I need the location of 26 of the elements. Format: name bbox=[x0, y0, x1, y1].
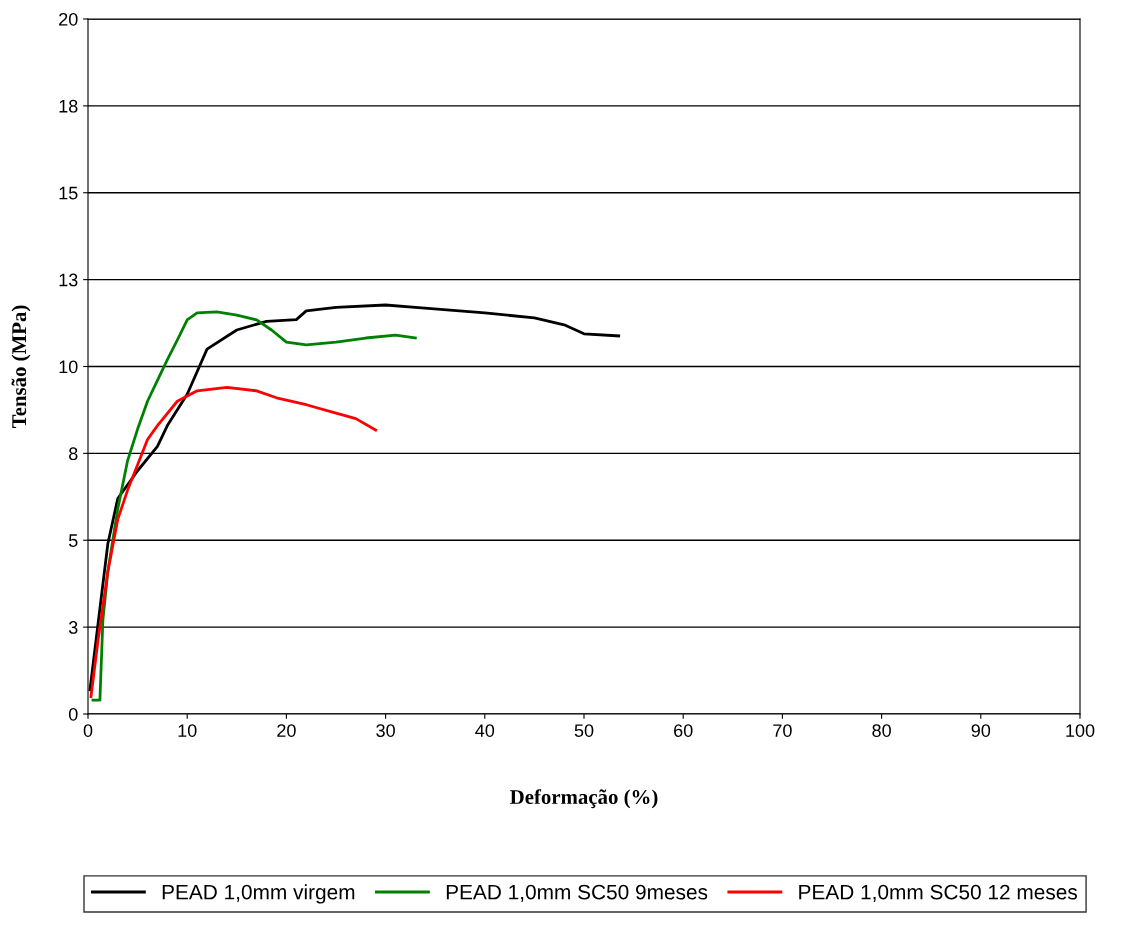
x-tick-label: 70 bbox=[773, 724, 792, 737]
y-tick-label: 3 bbox=[68, 621, 78, 634]
x-axis-title: Deformação (%) bbox=[510, 789, 658, 809]
x-tick-label: 0 bbox=[83, 724, 93, 737]
x-tick-label: 10 bbox=[178, 724, 197, 737]
x-tick-label: 80 bbox=[872, 724, 891, 737]
x-tick-label: 100 bbox=[1066, 724, 1095, 737]
y-tick-label: 20 bbox=[59, 12, 78, 26]
y-tick-label: 0 bbox=[68, 707, 78, 721]
legend-label: PEAD 1,0mm virgem bbox=[162, 884, 355, 904]
y-tick-label: 13 bbox=[59, 273, 78, 287]
y-tick-label: 10 bbox=[59, 360, 78, 374]
y-tick-label: 5 bbox=[68, 534, 78, 547]
x-tick-label: 20 bbox=[277, 724, 296, 737]
x-tick-label: 50 bbox=[574, 724, 594, 737]
y-tick-label: 18 bbox=[59, 99, 78, 113]
line-series bbox=[89, 385, 378, 699]
legend-label: PEAD 1,0mm SC50 12 meses bbox=[799, 884, 1077, 902]
legend-label: PEAD 1,0mm SC50 9meses bbox=[446, 884, 708, 902]
y-axis-title: Tensão (MPa) bbox=[11, 305, 31, 428]
x-tick-label: 30 bbox=[376, 724, 395, 737]
x-tick-label: 60 bbox=[674, 724, 693, 737]
x-tick-label: 40 bbox=[475, 724, 495, 737]
x-tick-label: 90 bbox=[971, 724, 991, 737]
y-tick-label: 8 bbox=[69, 447, 78, 461]
y-tick-label: 15 bbox=[59, 186, 78, 200]
